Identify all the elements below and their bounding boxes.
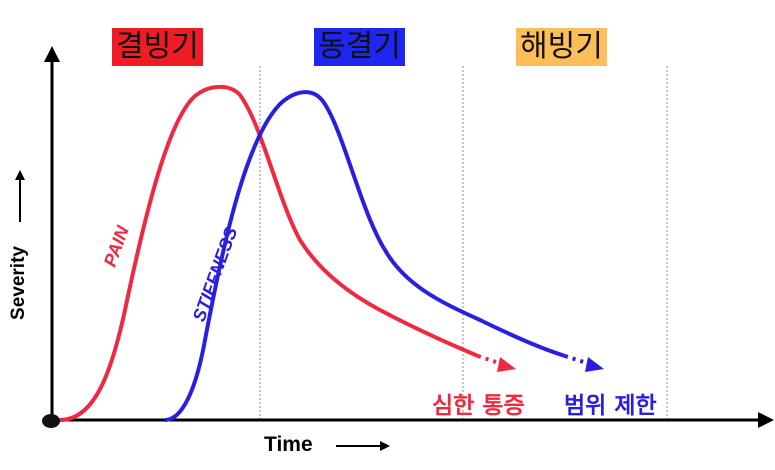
stiffness-curve-dotted-tail <box>564 354 591 366</box>
phase-label-frozen: 동결기 <box>314 28 405 66</box>
phase-label-freezing: 결빙기 <box>112 28 203 66</box>
stiffness-arrowhead <box>585 357 604 372</box>
pain-end-label: 심한 통증 <box>432 393 525 419</box>
y-axis-arrowhead <box>44 46 60 62</box>
phase-label-thawing: 해빙기 <box>516 28 607 66</box>
y-axis-label: Severity <box>7 246 29 320</box>
x-axis-label: Time <box>264 433 313 456</box>
pain-curve <box>59 84 479 422</box>
stiffness-end-label: 범위 제한 <box>564 393 657 419</box>
origin-dot <box>42 414 60 428</box>
pain-arrowhead <box>497 357 516 372</box>
y-label-arrowhead <box>15 170 25 180</box>
x-label-arrowhead <box>380 441 390 451</box>
stiffness-curve <box>164 90 566 422</box>
pain-curve-dotted-tail <box>477 354 503 366</box>
x-axis-arrowhead <box>758 412 774 428</box>
